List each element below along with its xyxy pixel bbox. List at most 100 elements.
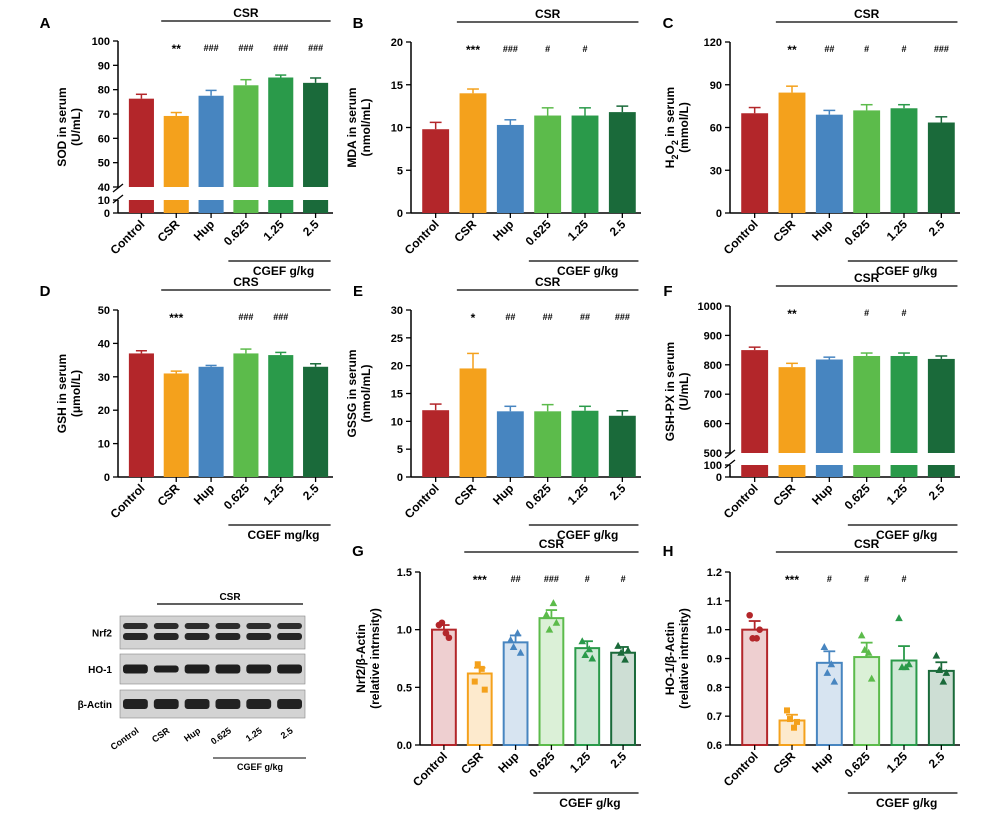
panel-h-x-tick-label: CSR bbox=[770, 749, 798, 777]
panel-g-sig-mark: # bbox=[585, 574, 590, 584]
panel-c-y-label-part: 2 bbox=[670, 140, 680, 145]
panel-h-bar-0-625 bbox=[853, 656, 881, 747]
panel-f-bar-csr-lower bbox=[778, 465, 806, 477]
panel-a-y-label-line2: (U/mL) bbox=[69, 108, 83, 146]
panel-h-cgef-label: CGEF g/kg bbox=[876, 796, 937, 810]
panel-b-y-tick-label: 5 bbox=[397, 165, 403, 177]
panel-d-x-tick-label: 1.25 bbox=[260, 481, 287, 508]
blot-band bbox=[123, 623, 148, 629]
panel-h-data-point bbox=[784, 707, 790, 714]
panel-c-bar-csr bbox=[778, 92, 806, 213]
blot-lane-label: CSR bbox=[150, 725, 172, 744]
panel-h-data-point bbox=[935, 666, 944, 674]
panel-a-x-tick-label: 1.25 bbox=[260, 217, 287, 244]
panel-e-group-label: CSR bbox=[535, 275, 561, 289]
panel-c-bar-1-25 bbox=[890, 108, 918, 213]
panel-e-bar-2-5 bbox=[608, 415, 636, 477]
panel-f-y-tick-label: 800 bbox=[704, 360, 722, 372]
panel-h-bar-csr bbox=[778, 719, 806, 746]
panel-d-group-label: CRS bbox=[233, 275, 258, 289]
panel-c-y-label-part: O bbox=[663, 145, 677, 154]
panel-f-y-tick-label: 100 bbox=[704, 460, 722, 472]
panel-h-data-point bbox=[787, 716, 793, 723]
panel-f-label: F bbox=[663, 283, 672, 300]
panel-g-data-point bbox=[614, 641, 622, 649]
panel-c-y-tick-label: 90 bbox=[710, 80, 722, 92]
panel-g-cgef-label: CGEF g/kg bbox=[559, 796, 620, 810]
blot-lane-label: Hup bbox=[182, 725, 202, 744]
panel-c-sig-mark: # bbox=[901, 44, 906, 54]
panel-g-y-label-line2: (relative intrnsity) bbox=[368, 608, 382, 709]
panel-h-data-point bbox=[746, 611, 753, 619]
panel-b-sig-mark: *** bbox=[466, 43, 480, 57]
blot-lane-label: Control bbox=[109, 725, 141, 752]
panel-e-y-label-line2: (nmol/mL) bbox=[359, 365, 373, 423]
panel-b-x-tick-label: 0.625 bbox=[523, 217, 554, 248]
western-blot: CSR Nrf2 HO-1 β-Actin Control CSR Hup 0.625 1.25… bbox=[78, 592, 306, 772]
panel-e-x-tick-label: 2.5 bbox=[607, 481, 629, 503]
panel-d-cgef-label: CGEF mg/kg bbox=[247, 528, 319, 542]
panel-h-y-tick-label: 0.7 bbox=[707, 711, 722, 723]
panel-f-group-label: CSR bbox=[854, 271, 880, 285]
panel-c-x-tick-label: Control bbox=[721, 217, 761, 257]
panel-a-x-tick-label: Hup bbox=[191, 217, 217, 243]
panel-h-y-tick-label: 1.1 bbox=[707, 596, 722, 608]
panel-c-y-tick-label: 60 bbox=[710, 123, 722, 135]
panel-a-y-tick-label: 90 bbox=[98, 60, 110, 72]
panel-h-data-point bbox=[864, 648, 873, 656]
panel-h-y-tick-label: 1.0 bbox=[707, 625, 722, 637]
panel-a-y-tick-label: 80 bbox=[98, 85, 110, 97]
panel-b-bar-0-625 bbox=[534, 115, 562, 213]
panel-b-y-tick-label: 10 bbox=[391, 123, 403, 135]
blot-band bbox=[153, 623, 179, 629]
panel-h-data-point bbox=[867, 674, 876, 682]
blot-band bbox=[277, 633, 302, 640]
panel-f-y-tick-label: 900 bbox=[704, 330, 722, 342]
panel-e-bar-control bbox=[422, 410, 450, 477]
panel-a-bar-control-upper bbox=[128, 98, 154, 187]
panel-b-bar-hup bbox=[496, 124, 524, 213]
chart-panel-b: B 0 5 10 15 20 MDA in serum (nmol/mL) Control CSR… bbox=[345, 7, 641, 278]
panel-h-x-tick-label: Hup bbox=[809, 749, 835, 775]
panel-f-bar-2-5-lower bbox=[927, 465, 955, 477]
panel-g-sig-mark: ## bbox=[511, 574, 521, 584]
panel-g-data-point bbox=[624, 646, 632, 654]
blot-row-3 bbox=[119, 689, 306, 719]
panel-c-bar-hup bbox=[815, 114, 843, 213]
panel-a-bar-0-625-upper bbox=[233, 85, 259, 187]
panel-f-y-label-line2: (U/mL) bbox=[677, 373, 691, 411]
panel-a-bar-2-5-upper bbox=[303, 82, 329, 187]
panel-a-y-tick-label: 60 bbox=[98, 133, 110, 145]
panel-f-bar-control-upper bbox=[741, 350, 769, 453]
panel-h-bar-control bbox=[741, 628, 769, 747]
panel-h-data-point bbox=[895, 614, 903, 622]
panel-a-y-tick-label: 50 bbox=[98, 158, 110, 170]
panel-c-x-tick-label: 1.25 bbox=[884, 217, 911, 244]
panel-a-y-tick-label: 10 bbox=[98, 195, 110, 207]
panel-f-y-tick-label: 600 bbox=[704, 419, 722, 431]
panel-d-y-tick-label: 20 bbox=[98, 405, 110, 417]
blot-band bbox=[246, 623, 272, 629]
panel-h-data-point bbox=[820, 642, 829, 650]
panel-e-x-tick-label: Hup bbox=[490, 481, 516, 507]
panel-d-y-label-line2: (μmol/L) bbox=[69, 370, 83, 417]
panel-a-sig-mark: ### bbox=[204, 43, 219, 53]
panel-c-y-label: H2O2 in serum bbox=[663, 87, 680, 168]
panel-a-axis-break-mark bbox=[112, 183, 124, 193]
panel-b-group-label: CSR bbox=[535, 7, 561, 21]
panel-h-x-tick-label: 2.5 bbox=[926, 749, 948, 771]
panel-e-y-tick-label: 15 bbox=[391, 389, 403, 401]
panel-a-sig-mark: ### bbox=[308, 43, 323, 53]
panel-g-bar-0-625 bbox=[538, 617, 565, 747]
panel-f-bar-hup-upper bbox=[815, 359, 843, 453]
panel-b-x-tick-label: 1.25 bbox=[565, 217, 592, 244]
panel-g-data-point bbox=[513, 629, 522, 637]
panel-g-x-tick-label: 2.5 bbox=[608, 749, 630, 771]
panel-f-bar-1-25-upper bbox=[890, 355, 918, 453]
panel-e-bar-1-25 bbox=[571, 410, 599, 477]
panel-g-sig-mark: ### bbox=[544, 574, 559, 584]
